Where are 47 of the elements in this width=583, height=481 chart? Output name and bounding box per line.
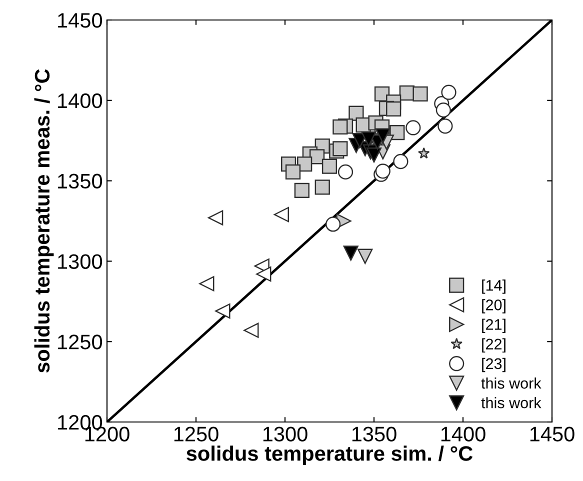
- x-tick-label: 1400: [441, 426, 486, 442]
- point: [412, 86, 428, 102]
- point: [314, 180, 330, 195]
- y-tick-label: 1250: [58, 334, 102, 350]
- point: [332, 141, 348, 156]
- point: [418, 147, 430, 159]
- point: [438, 118, 453, 134]
- legend-label: [23]: [482, 358, 506, 372]
- point: [256, 266, 272, 282]
- point: [393, 154, 408, 170]
- point: [375, 128, 390, 144]
- legend-label: [14]: [482, 280, 506, 294]
- x-tick-label: 1350: [352, 426, 396, 442]
- legend-label: [21]: [482, 318, 506, 333]
- y-tick-label: 1400: [58, 93, 102, 108]
- y-tick-label: 1300: [58, 254, 102, 269]
- point: [208, 210, 224, 226]
- point: [274, 207, 290, 222]
- point: [436, 102, 451, 118]
- point: [322, 158, 338, 174]
- legend-label: [22]: [482, 338, 506, 353]
- point: [338, 164, 354, 180]
- y-tick-label: 1450: [58, 13, 102, 28]
- legend-label: [20]: [482, 299, 506, 314]
- point: [294, 182, 310, 198]
- point: [361, 131, 376, 147]
- y-axis-title: solidus temperature meas. / °C: [34, 69, 54, 373]
- point: [386, 101, 402, 116]
- point: [343, 246, 358, 261]
- point: [406, 120, 421, 136]
- legend-label: this work: [481, 397, 542, 408]
- point: [244, 322, 259, 338]
- legend-label: this work: [481, 377, 542, 389]
- point: [358, 248, 373, 264]
- point: [199, 276, 214, 292]
- x-tick-label: 1250: [174, 426, 218, 442]
- x-tick-label: 1450: [530, 426, 574, 442]
- point: [375, 164, 390, 179]
- point: [285, 164, 301, 180]
- point: [215, 303, 230, 319]
- point: [325, 216, 341, 232]
- point: [332, 119, 348, 134]
- point: [441, 84, 456, 100]
- x-tick-label: 1300: [263, 426, 308, 442]
- point: [366, 148, 382, 163]
- y-tick-label: 1350: [58, 174, 102, 189]
- x-axis-title: solidus temperature sim. / °C: [186, 446, 473, 466]
